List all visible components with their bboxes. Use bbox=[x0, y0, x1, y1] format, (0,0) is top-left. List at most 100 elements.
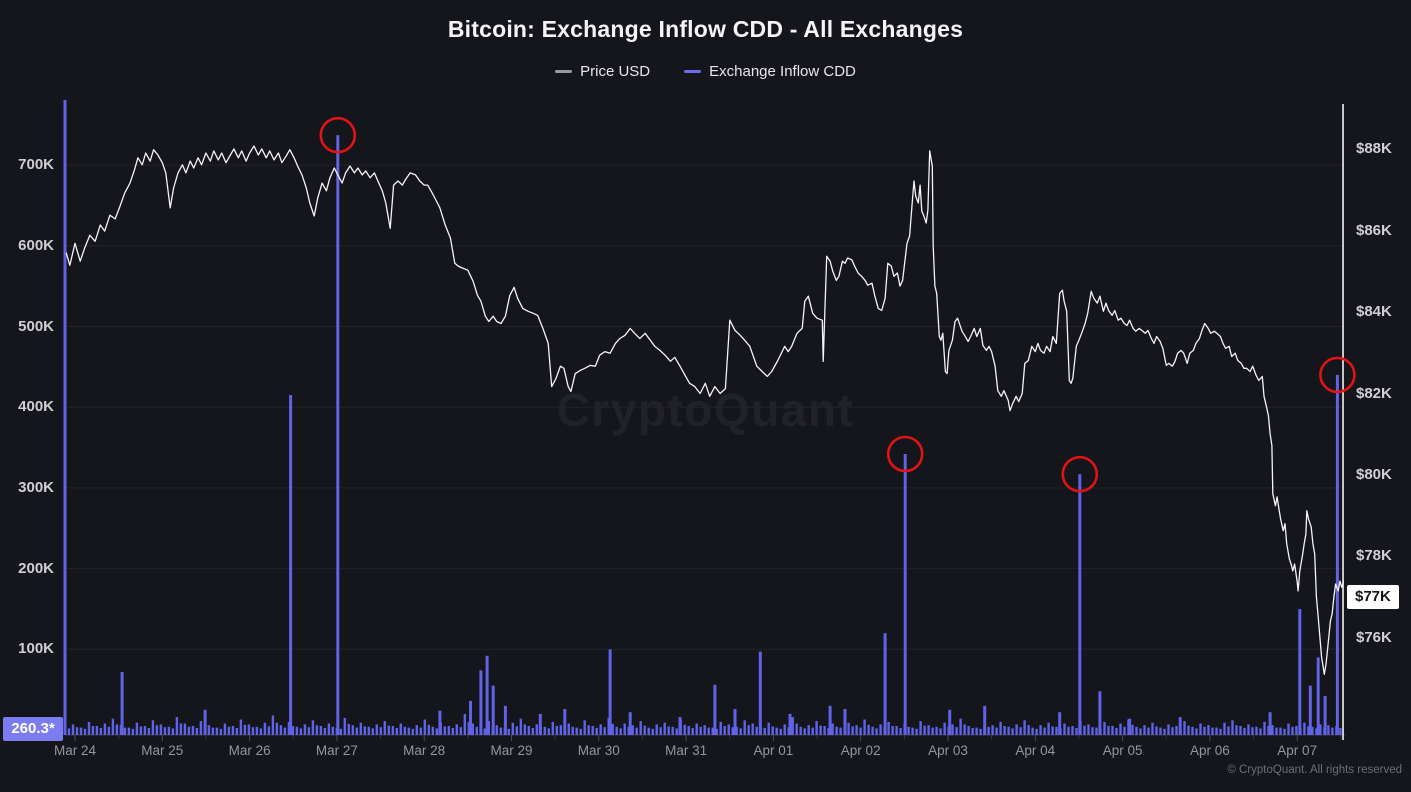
cdd-bar bbox=[279, 725, 283, 735]
cdd-bar bbox=[1271, 725, 1274, 735]
cdd-bar bbox=[955, 727, 958, 735]
cdd-bar bbox=[327, 723, 331, 735]
cdd-bar bbox=[387, 725, 390, 735]
cdd-bar bbox=[1263, 721, 1266, 735]
cdd-bar bbox=[311, 720, 315, 735]
cdd-bar bbox=[111, 718, 115, 735]
cdd-bar bbox=[1007, 726, 1010, 735]
legend: Price USD Exchange Inflow CDD bbox=[0, 63, 1411, 80]
cdd-bar bbox=[131, 728, 135, 735]
cdd-bar bbox=[951, 724, 954, 735]
cdd-bar bbox=[459, 727, 462, 735]
cdd-bar bbox=[591, 726, 594, 735]
cdd-bar bbox=[995, 727, 998, 735]
y-left-tick-label: 700K bbox=[18, 156, 54, 174]
x-tick-label: Mar 28 bbox=[403, 743, 446, 758]
cdd-bar bbox=[235, 728, 239, 735]
cdd-bar bbox=[1043, 727, 1046, 735]
cdd-bar bbox=[75, 727, 79, 735]
cdd-bar bbox=[847, 722, 850, 735]
cdd-bar bbox=[559, 725, 562, 735]
cdd-bar bbox=[819, 725, 822, 735]
cdd-spike-bar bbox=[758, 651, 762, 735]
cdd-bar bbox=[991, 725, 994, 735]
cdd-bar bbox=[687, 726, 690, 735]
cdd-bar bbox=[1259, 728, 1262, 735]
cdd-spike-bar bbox=[485, 655, 489, 735]
cdd-spike-bar bbox=[1128, 718, 1132, 735]
cdd-bar bbox=[743, 720, 746, 735]
copyright-notice: © CryptoQuant. All rights reserved bbox=[1227, 764, 1402, 776]
cdd-bar bbox=[1247, 724, 1250, 735]
cdd-bar bbox=[1319, 724, 1322, 735]
cdd-bar bbox=[403, 726, 406, 735]
y-left-tick-label: 100K bbox=[18, 640, 54, 658]
cdd-bar bbox=[383, 721, 386, 735]
cdd-bar bbox=[91, 726, 95, 735]
cdd-bar bbox=[447, 726, 450, 735]
legend-item-price[interactable]: Price USD bbox=[555, 63, 650, 80]
cdd-bar bbox=[1051, 726, 1054, 735]
cdd-spike-bar bbox=[538, 713, 542, 735]
legend-item-cdd[interactable]: Exchange Inflow CDD bbox=[684, 63, 856, 80]
cdd-bar bbox=[431, 726, 434, 735]
cdd-bar bbox=[535, 724, 538, 735]
cdd-spike-bar bbox=[948, 709, 952, 735]
cdd-bar bbox=[1035, 728, 1038, 735]
cdd-spike-bar bbox=[1308, 685, 1312, 735]
cdd-bar bbox=[303, 724, 307, 735]
x-tick-label: Mar 27 bbox=[315, 743, 358, 758]
cdd-bar bbox=[219, 728, 223, 735]
cdd-bar bbox=[179, 723, 183, 735]
cdd-bar bbox=[619, 728, 622, 735]
cdd-bar bbox=[1195, 728, 1198, 735]
cdd-bar bbox=[1275, 727, 1278, 735]
y-left-tick-label: 600K bbox=[18, 236, 54, 254]
cdd-bar bbox=[271, 715, 275, 735]
cdd-bar bbox=[1123, 726, 1126, 735]
cdd-bar bbox=[211, 727, 215, 735]
cdd-bar bbox=[523, 724, 526, 735]
cdd-current-value-badge[interactable]: 260.3* bbox=[3, 717, 63, 741]
cdd-bar bbox=[1223, 722, 1226, 735]
cdd-bar bbox=[515, 726, 518, 735]
cdd-bar bbox=[263, 722, 267, 735]
cdd-bar bbox=[1111, 726, 1114, 735]
cdd-bar bbox=[935, 726, 938, 735]
cdd-bar bbox=[695, 723, 698, 735]
cdd-bar bbox=[1163, 728, 1166, 735]
cdd-bar bbox=[331, 726, 334, 735]
cdd-bar bbox=[615, 726, 618, 735]
cdd-bar bbox=[915, 728, 918, 735]
cdd-bar bbox=[147, 728, 151, 735]
cdd-bar bbox=[1267, 726, 1270, 735]
cdd-bar bbox=[1203, 726, 1206, 735]
cdd-bar bbox=[123, 727, 127, 735]
cdd-line-swatch-icon bbox=[684, 70, 702, 73]
cdd-spike-bar bbox=[63, 100, 67, 735]
cdd-bar bbox=[343, 717, 346, 735]
cdd-bar bbox=[187, 726, 191, 735]
cdd-bar bbox=[683, 724, 686, 735]
cdd-bar bbox=[1187, 725, 1190, 735]
cdd-bar bbox=[975, 727, 978, 735]
price-line bbox=[65, 145, 1345, 675]
x-tick-label: Apr 02 bbox=[840, 743, 881, 758]
cdd-spike-bar bbox=[678, 717, 682, 735]
price-line-swatch-icon bbox=[555, 70, 573, 73]
cdd-bar bbox=[1175, 726, 1178, 735]
cdd-bar bbox=[943, 722, 946, 735]
cdd-bar bbox=[1207, 725, 1210, 735]
price-current-value-badge[interactable]: $77K bbox=[1347, 585, 1399, 609]
cdd-spike-bar bbox=[503, 705, 507, 735]
cdd-spike-bar bbox=[733, 709, 737, 735]
cdd-bar bbox=[1303, 722, 1306, 735]
cdd-bar bbox=[967, 726, 970, 735]
cdd-spike-bar bbox=[120, 671, 124, 735]
cdd-bar bbox=[423, 719, 426, 735]
cdd-bar bbox=[1047, 722, 1050, 735]
cdd-bar bbox=[823, 726, 826, 735]
cdd-bar bbox=[1307, 726, 1310, 735]
